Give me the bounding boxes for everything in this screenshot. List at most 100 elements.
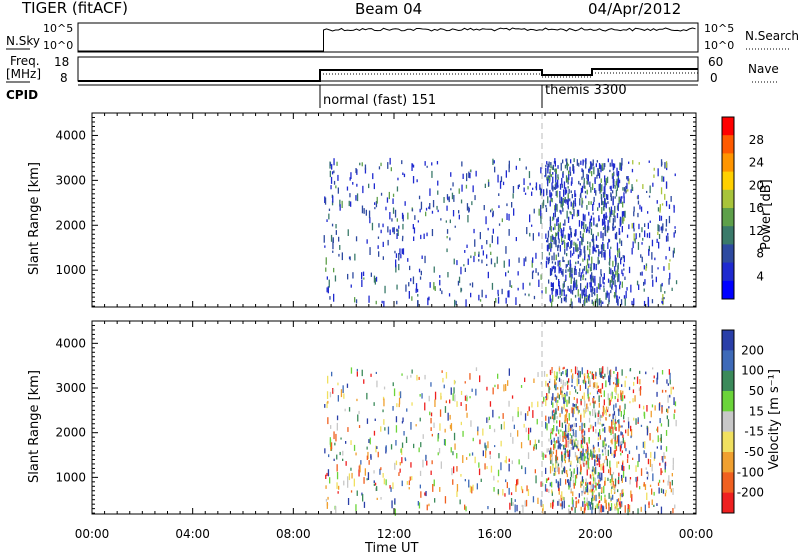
power-echo-cell <box>551 287 553 295</box>
power-echo-cell <box>498 223 501 226</box>
velocity-echo-cell <box>576 467 579 475</box>
power-echo-cell <box>548 252 551 256</box>
power-echo-cell <box>577 209 580 217</box>
power-echo-cell <box>453 258 455 265</box>
velocity-echo-cell <box>393 388 396 397</box>
velocity-echo-cell <box>392 382 394 387</box>
velocity-echo-cell <box>561 501 563 507</box>
power-echo-cell <box>643 288 645 292</box>
velocity-echo-cell <box>506 482 508 489</box>
velocity-echo-cell <box>332 388 334 394</box>
power-echo-cell <box>569 272 571 278</box>
power-echo-cell <box>587 269 589 274</box>
velocity-echo-cell <box>618 472 620 477</box>
power-echo-cell <box>603 273 605 280</box>
velocity-echo-cell <box>327 469 330 477</box>
velocity-echo-cell <box>383 478 385 485</box>
colorbar-swatch <box>722 153 734 173</box>
power-echo-cell <box>588 211 590 216</box>
velocity-echo-cell <box>592 373 595 380</box>
velocity-echo-cell <box>551 400 553 405</box>
power-echo-cell <box>550 268 553 276</box>
velocity-echo-cell <box>524 500 526 507</box>
velocity-echo-cell <box>572 429 575 437</box>
velocity-echo-cell <box>570 369 573 373</box>
velocity-echo-cell <box>594 469 596 475</box>
velocity-echo-cell <box>612 481 614 488</box>
velocity-echo-cell <box>568 423 570 427</box>
velocity-echo-cell <box>637 417 639 423</box>
velocity-echo-cell <box>562 371 564 375</box>
power-echo-cell <box>562 197 564 206</box>
x-tick-label: 00:00 <box>75 527 110 541</box>
velocity-echo-cell <box>573 483 575 489</box>
velocity-echo-cell <box>594 459 596 467</box>
power-echo-cell <box>329 170 331 178</box>
power-echo-cell <box>346 186 349 191</box>
power-echo-cell <box>612 198 614 206</box>
velocity-echo-cell <box>578 456 580 460</box>
velocity-echo-cell <box>562 431 564 438</box>
power-echo-cell <box>549 268 552 276</box>
nsky-series <box>78 27 696 52</box>
velocity-echo-cell <box>586 485 589 493</box>
velocity-echo-cell <box>576 398 578 404</box>
velocity-echo-cell <box>591 451 593 459</box>
velocity-echo-cell <box>326 401 328 409</box>
power-echo-cell <box>572 164 574 172</box>
velocity-echo-cell <box>475 388 477 396</box>
power-echo-cell <box>566 161 568 166</box>
velocity-echo-cell <box>335 433 337 442</box>
velocity-echo-cell <box>581 438 583 445</box>
power-echo-cell <box>592 233 594 242</box>
power-echo-cell <box>447 196 449 200</box>
power-echo-cell <box>402 235 404 239</box>
power-echo-cell <box>574 202 577 207</box>
velocity-echo-cell <box>500 440 502 447</box>
power-echo-cell <box>613 163 616 168</box>
power-echo-cell <box>537 272 539 276</box>
power-echo-cell <box>590 264 592 272</box>
power-echo-cell <box>334 275 337 282</box>
power-echo-cell <box>538 208 540 216</box>
power-echo-cell <box>559 260 561 263</box>
power-echo-cell <box>633 206 635 212</box>
velocity-echo-cell <box>564 459 566 464</box>
power-echo-cell <box>349 193 351 198</box>
velocity-echo-cell <box>617 420 619 423</box>
power-echo-cell <box>347 273 349 280</box>
power-echo-cell <box>622 255 624 259</box>
power-echo-cell <box>331 200 334 206</box>
velocity-echo-cell <box>628 386 631 391</box>
power-echo-cell <box>609 216 611 223</box>
power-echo-cell <box>330 185 332 190</box>
velocity-echo-cell <box>439 423 441 431</box>
velocity-echo-cell <box>608 503 610 512</box>
power-echo-cell <box>651 299 654 304</box>
cpid-mode-2: themis 3300 <box>545 83 627 98</box>
velocity-echo-cell <box>565 424 567 432</box>
velocity-echo-cell <box>603 439 605 447</box>
velocity-echo-cell <box>665 390 667 393</box>
power-echo-cell <box>338 236 340 242</box>
power-echo-cell <box>541 290 543 295</box>
velocity-echo-cell <box>615 421 617 424</box>
power-echo-cell <box>399 248 401 255</box>
colorbar-swatch <box>722 492 734 514</box>
velocity-echo-cell <box>580 444 583 449</box>
velocity-echo-cell <box>347 476 349 482</box>
velocity-echo-cell <box>660 423 663 427</box>
velocity-echo-cell <box>671 473 673 477</box>
velocity-echo-cell <box>521 487 523 491</box>
velocity-echo-cell <box>466 412 468 418</box>
velocity-echo-cell <box>347 481 349 488</box>
velocity-echo-cell <box>366 418 369 424</box>
power-echo-cell <box>335 230 337 235</box>
velocity-echo-cell <box>554 397 556 402</box>
power-echo-cell <box>416 179 418 183</box>
velocity-echo-cell <box>553 472 555 476</box>
power-echo-cell <box>546 161 548 165</box>
power-echo-cell <box>600 269 602 275</box>
power-echo-cell <box>603 204 605 211</box>
velocity-echo-cell <box>554 467 556 473</box>
